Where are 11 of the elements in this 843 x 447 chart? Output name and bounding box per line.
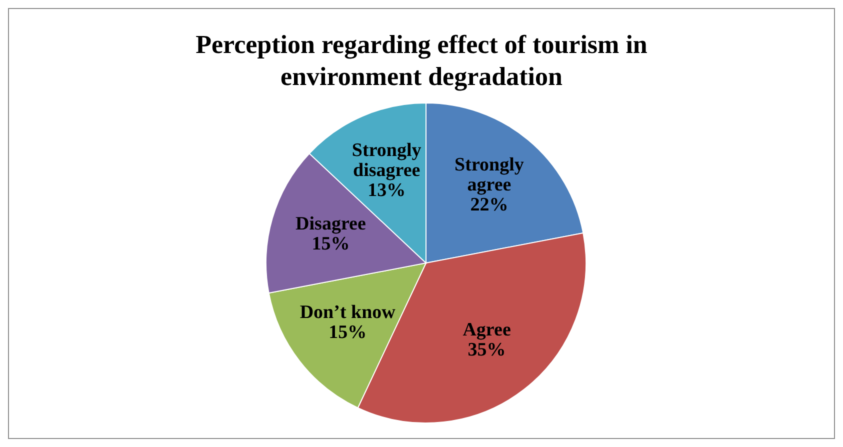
data-label: 15% xyxy=(312,234,350,255)
data-label: 22% xyxy=(470,194,508,216)
data-label: 13% xyxy=(368,180,406,202)
chart-title: Perception regarding effect of tourism in environment degradation xyxy=(194,29,648,93)
slice-label: Strongly agree xyxy=(454,154,524,196)
slice-label: Agree xyxy=(462,320,511,341)
slice-label: Disagree xyxy=(296,214,366,235)
slice-label: Don’t know xyxy=(300,302,396,324)
data-label: 15% xyxy=(328,322,367,344)
slice-label: Strongly disagree xyxy=(352,140,422,182)
data-label: 35% xyxy=(468,340,506,361)
